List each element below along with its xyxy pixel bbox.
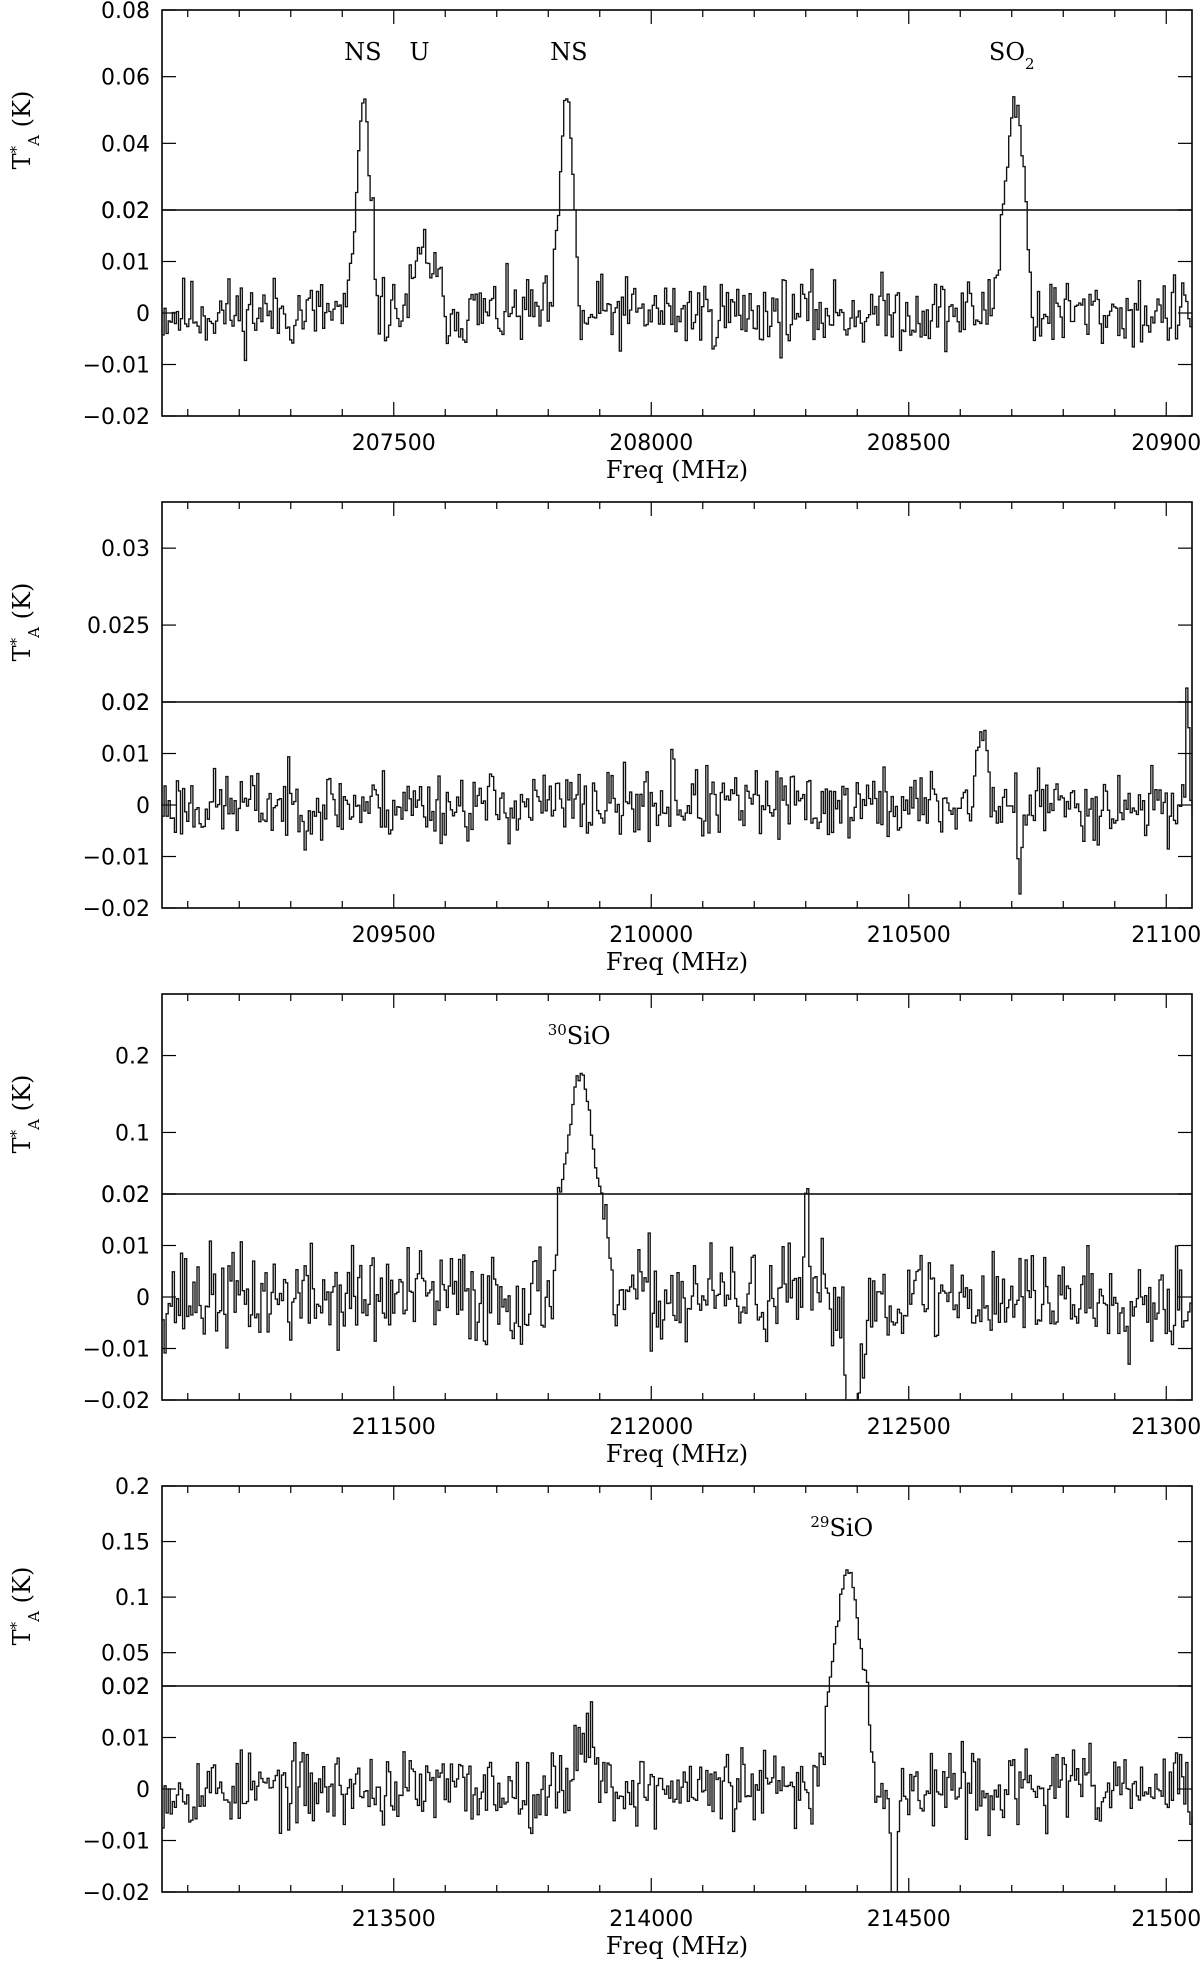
y-tick-label: 0 bbox=[136, 794, 150, 819]
y-tick-label: 0.2 bbox=[115, 1045, 150, 1070]
x-tick-label: 210500 bbox=[867, 923, 951, 948]
line-annotation: U bbox=[409, 38, 429, 66]
line-annotation: 30SiO bbox=[548, 1021, 611, 1050]
y-tick-label: −0.01 bbox=[83, 354, 150, 379]
spectrum-trace bbox=[162, 96, 1193, 362]
y-tick-label: 0.02 bbox=[101, 199, 150, 224]
y-tick-label: −0.02 bbox=[83, 897, 150, 922]
y-tick-label: −0.01 bbox=[83, 1338, 150, 1363]
y-tick-label: 0.06 bbox=[101, 66, 150, 91]
x-axis-label: Freq (MHz) bbox=[606, 1932, 748, 1960]
spectrum-panel-1: 207500 208000 208500 20900 Freq (MHz) 0.02 0.0… bbox=[7, 0, 1200, 484]
x-axis-label: Freq (MHz) bbox=[606, 456, 748, 484]
spectrum-panel-4: 213500 214000 214500 21500 Freq (MHz) 0.02 0.0… bbox=[7, 1475, 1200, 1960]
y-tick-label: 0.1 bbox=[115, 1586, 150, 1611]
y-tick-label: 0.03 bbox=[101, 537, 150, 562]
plot-frame bbox=[161, 9, 1193, 417]
y-tick-label: −0.02 bbox=[83, 1389, 150, 1414]
y-tick-label: −0.01 bbox=[83, 1830, 150, 1855]
x-tick-label: 208500 bbox=[867, 431, 951, 456]
y-tick-label: 0.08 bbox=[101, 0, 150, 24]
line-annotation: SO2 bbox=[989, 38, 1035, 73]
y-tick-label: 0.15 bbox=[101, 1531, 150, 1556]
y-tick-label: 0.02 bbox=[101, 1183, 150, 1208]
y-tick-label: 0 bbox=[136, 1778, 150, 1803]
line-annotation: NS bbox=[550, 38, 587, 66]
x-tick-label: 214000 bbox=[609, 1907, 693, 1932]
x-tick-label: 21500 bbox=[1131, 1907, 1200, 1932]
spectrum-panel-2: 209500 210000 210500 21100 Freq (MHz) 0.02 0.0… bbox=[7, 501, 1200, 976]
x-tick-label: 212000 bbox=[609, 1415, 693, 1440]
y-tick-label: 0 bbox=[136, 1286, 150, 1311]
y-tick-label: 0.02 bbox=[101, 1183, 150, 1208]
y-tick-label: 0.05 bbox=[101, 1642, 150, 1667]
y-tick-label: 0.01 bbox=[101, 251, 150, 276]
x-axis-label: Freq (MHz) bbox=[606, 1440, 748, 1468]
line-annotation: NS bbox=[344, 38, 381, 66]
y-tick-label: 0.02 bbox=[101, 199, 150, 224]
x-tick-label: 21100 bbox=[1131, 923, 1200, 948]
y-tick-label: 0.025 bbox=[87, 614, 150, 639]
spectrum-trace bbox=[162, 1072, 1193, 1401]
x-axis-label: Freq (MHz) bbox=[606, 948, 748, 976]
plot-frame bbox=[161, 501, 1193, 909]
y-tick-label: 0.02 bbox=[101, 1675, 150, 1700]
spectrum-trace bbox=[162, 1569, 1193, 1893]
x-tick-label: 212500 bbox=[867, 1415, 951, 1440]
y-tick-label: 0.1 bbox=[115, 1121, 150, 1146]
x-tick-label: 213500 bbox=[352, 1907, 436, 1932]
x-tick-label: 207500 bbox=[352, 431, 436, 456]
y-tick-label: 0.02 bbox=[101, 691, 150, 716]
spectrum-panel-3: 211500 212000 212500 21300 Freq (MHz) 0.02 0.0… bbox=[7, 993, 1200, 1468]
y-tick-label: 0.02 bbox=[101, 1675, 150, 1700]
line-annotation: 29SiO bbox=[810, 1513, 873, 1542]
plot-frame bbox=[161, 993, 1193, 1401]
x-tick-label: 208000 bbox=[609, 431, 693, 456]
y-axis-label: T*A (K) bbox=[7, 91, 43, 170]
y-axis-label: T*A (K) bbox=[7, 1567, 43, 1646]
y-axis-label: T*A (K) bbox=[7, 583, 43, 662]
y-tick-label: 0 bbox=[136, 302, 150, 327]
x-tick-label: 209500 bbox=[352, 923, 436, 948]
y-tick-label: 0.01 bbox=[101, 743, 150, 768]
y-tick-label: 0.02 bbox=[101, 691, 150, 716]
x-tick-label: 21300 bbox=[1131, 1415, 1200, 1440]
x-tick-label: 214500 bbox=[867, 1907, 951, 1932]
y-tick-label: −0.02 bbox=[83, 405, 150, 430]
plot-frame bbox=[161, 1485, 1193, 1893]
y-axis-label: T*A (K) bbox=[7, 1075, 43, 1154]
y-tick-label: 0.01 bbox=[101, 1235, 150, 1260]
y-tick-label: −0.02 bbox=[83, 1881, 150, 1906]
y-tick-label: 0.2 bbox=[115, 1475, 150, 1500]
y-tick-label: 0.01 bbox=[101, 1727, 150, 1752]
x-tick-label: 210000 bbox=[609, 923, 693, 948]
y-tick-label: 0.04 bbox=[101, 132, 150, 157]
x-tick-label: 211500 bbox=[352, 1415, 436, 1440]
spectrum-trace bbox=[162, 687, 1193, 895]
y-tick-label: −0.01 bbox=[83, 846, 150, 871]
x-tick-label: 20900 bbox=[1131, 431, 1200, 456]
